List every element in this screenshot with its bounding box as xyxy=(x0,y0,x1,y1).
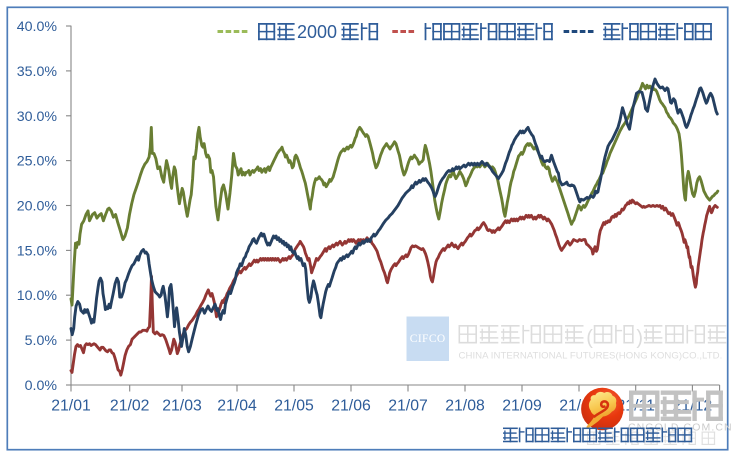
svg-text:CNGOLD.COM.CN: CNGOLD.COM.CN xyxy=(628,422,733,434)
svg-text:): ) xyxy=(636,327,643,349)
svg-text:CIFCO: CIFCO xyxy=(410,333,446,345)
svg-text:21/02: 21/02 xyxy=(110,398,150,415)
svg-text:21/03: 21/03 xyxy=(162,398,202,415)
svg-text:40.0%: 40.0% xyxy=(17,19,58,35)
svg-text:21/08: 21/08 xyxy=(445,398,485,415)
svg-text:2000: 2000 xyxy=(297,22,337,42)
svg-text:30.0%: 30.0% xyxy=(17,109,58,125)
svg-text:21/04: 21/04 xyxy=(217,398,257,415)
svg-text:5.0%: 5.0% xyxy=(25,333,58,349)
svg-text:CHINA INTERNATIONAL FUTURES(HO: CHINA INTERNATIONAL FUTURES(HONG KONG)CO… xyxy=(459,351,723,362)
svg-text:(: ( xyxy=(586,327,593,349)
svg-text:15.0%: 15.0% xyxy=(17,243,58,259)
svg-text:25.0%: 25.0% xyxy=(17,154,58,170)
svg-text:35.0%: 35.0% xyxy=(17,64,58,80)
svg-text:21/09: 21/09 xyxy=(502,398,542,415)
svg-text:20.0%: 20.0% xyxy=(17,199,58,215)
svg-text:21/05: 21/05 xyxy=(274,398,314,415)
svg-text:21/07: 21/07 xyxy=(388,398,428,415)
svg-text:21/01: 21/01 xyxy=(51,398,91,415)
svg-text:21/06: 21/06 xyxy=(331,398,371,415)
svg-text:0.0%: 0.0% xyxy=(25,378,58,394)
svg-text:10.0%: 10.0% xyxy=(17,288,58,304)
